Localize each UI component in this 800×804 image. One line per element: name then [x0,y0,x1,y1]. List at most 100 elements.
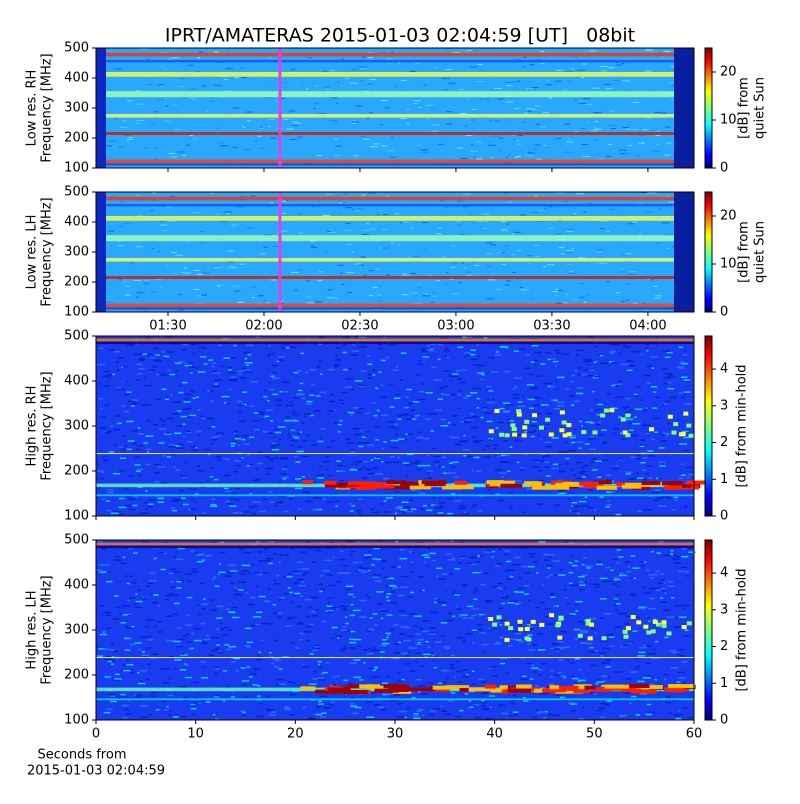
texture [426,565,430,567]
texture [175,713,178,716]
texture [153,472,161,474]
texture [424,556,431,559]
texture [297,136,303,138]
burst [465,687,492,692]
burst [584,685,596,690]
texture [484,337,488,339]
texture [286,200,289,202]
texture [496,586,502,589]
texture [545,475,551,477]
texture [99,633,107,636]
texture [543,553,549,556]
texture [232,225,235,227]
texture [606,393,611,395]
texture [285,346,290,349]
burst [581,430,587,435]
texture [272,245,281,247]
texture [477,555,481,557]
texture [268,353,275,355]
texture [263,246,269,248]
texture [190,449,199,452]
texture [182,476,187,479]
texture [119,677,124,679]
texture [250,195,257,197]
colorbar-tick-label: 1 [720,676,728,691]
texture [632,577,636,580]
texture [445,48,450,50]
texture [422,504,428,507]
texture [449,279,455,281]
texture [170,195,175,197]
texture [251,297,256,299]
texture [529,407,534,410]
texture [233,107,240,109]
texture [571,564,578,567]
texture [367,363,373,365]
texture [272,612,279,614]
texture [593,361,597,364]
burst [548,432,554,437]
texture [374,697,383,699]
texture [215,647,220,650]
texture [216,644,221,646]
texture [534,363,537,366]
texture [403,406,409,409]
texture [606,647,611,650]
texture [110,512,119,514]
texture [656,144,659,146]
texture [254,428,260,431]
texture [603,441,608,443]
texture [182,344,189,346]
texture [293,122,301,124]
texture [284,592,289,595]
texture [620,714,628,717]
y-tick-label: 100 [64,509,89,524]
texture [423,437,430,440]
texture [215,628,220,630]
texture [485,265,492,267]
texture [160,66,164,68]
texture [574,603,579,606]
texture [315,609,319,611]
texture [494,354,502,356]
texture [673,496,679,499]
texture [228,645,237,648]
texture [161,351,165,353]
texture [408,646,411,648]
texture [381,247,389,249]
texture [465,417,473,420]
texture [212,713,216,716]
texture [456,200,465,202]
texture [162,682,170,684]
texture [580,642,587,644]
texture [205,701,211,703]
texture [184,676,193,679]
texture [215,617,223,619]
burst [549,613,555,618]
texture [533,360,539,362]
texture [96,569,104,571]
texture [189,135,194,137]
texture [241,434,249,437]
texture [619,432,623,435]
texture [339,605,346,608]
texture [135,696,141,698]
texture [143,442,149,444]
texture [292,419,297,421]
texture [577,621,583,623]
texture [208,359,213,361]
texture [151,602,159,604]
texture [593,509,597,511]
texture [193,212,201,214]
texture [519,348,527,350]
texture [650,577,655,579]
texture [642,586,646,589]
texture [257,135,262,137]
texture [173,129,181,131]
texture [682,396,685,398]
texture [573,213,577,215]
texture [524,153,527,155]
texture [388,245,391,247]
texture [152,653,158,656]
